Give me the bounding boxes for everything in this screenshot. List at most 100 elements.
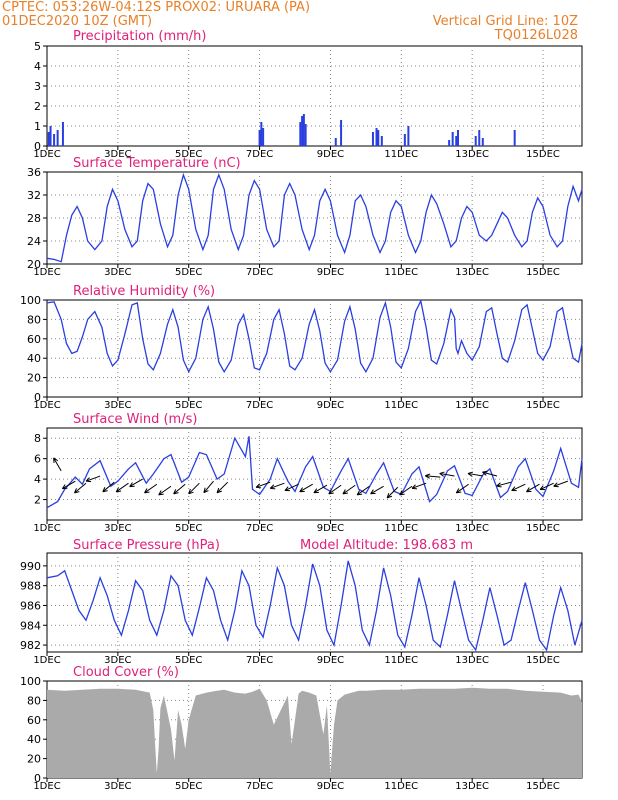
precipitation-xtick-label: 13DEC	[455, 149, 489, 160]
precipitation-ytick-label: 2	[34, 100, 41, 113]
wind-arrow-head	[270, 487, 276, 490]
cloud-xtick-label: 13DEC	[455, 781, 489, 792]
wind-arrow-head	[342, 489, 346, 495]
cloud-ytick-label: 100	[20, 675, 41, 688]
precipitation-bar	[262, 128, 265, 146]
precipitation-bar	[299, 122, 302, 146]
precipitation-bar	[61, 122, 64, 146]
humidity-ytick-label: 60	[27, 333, 41, 346]
wind-arrow-head	[399, 493, 405, 496]
precipitation-bar	[455, 136, 458, 146]
pressure-ytick-label: 988	[20, 580, 41, 593]
precipitation-title: Precipitation (mm/h)	[73, 29, 206, 44]
precipitation-bar	[377, 130, 380, 146]
wind-arrow-head	[216, 490, 222, 494]
wind-ytick-label: 6	[34, 453, 41, 466]
temperature-ytick-label: 24	[27, 235, 41, 248]
wind-arrow	[62, 480, 76, 490]
temperature-xtick-label: 5DEC	[175, 267, 202, 278]
temperature-xtick-label: 3DEC	[104, 267, 131, 278]
precipitation-bar	[47, 132, 50, 146]
pressure-title: Surface Pressure (hPa)	[73, 538, 220, 553]
cloud-xtick-label: 11DEC	[384, 781, 418, 792]
wind-arrow-head	[357, 493, 363, 496]
precipitation-ytick-label: 5	[34, 40, 41, 53]
wind-arrow	[356, 485, 370, 496]
wind-arrow-head	[256, 486, 262, 489]
wind-arrow-head	[511, 486, 516, 491]
wind-arrow	[386, 486, 399, 499]
wind-arrow-head	[455, 488, 460, 494]
precipitation-ytick-label: 4	[34, 60, 41, 73]
precipitation-bar	[474, 136, 477, 146]
wind-arrow-head	[526, 487, 530, 493]
wind-arrow-head	[85, 480, 92, 483]
humidity-title: Relative Humidity (%)	[73, 284, 215, 299]
pressure-line	[46, 560, 583, 652]
header-code: TQ0126L028	[494, 28, 578, 43]
wind-arrow	[53, 457, 62, 472]
wind-arrow	[496, 481, 512, 487]
wind-arrow-head	[173, 489, 177, 495]
precipitation-bar	[375, 128, 378, 146]
pressure-xtick-label: 1DEC	[33, 655, 60, 666]
pressure-ytick-label: 982	[20, 639, 41, 652]
wind-arrow-head	[313, 488, 318, 494]
wind-arrow	[482, 471, 498, 477]
humidity-ytick-label: 100	[20, 294, 41, 307]
wind-arrow-head	[203, 487, 206, 493]
wind-xtick-label: 3DEC	[104, 523, 131, 534]
cloud-area	[47, 687, 582, 778]
wind-arrow-head	[216, 487, 220, 493]
wind-arrow	[173, 483, 186, 495]
humidity-xtick-label: 3DEC	[104, 400, 131, 411]
wind-line	[46, 436, 583, 509]
wind-title: Surface Wind (m/s)	[73, 412, 197, 427]
precipitation-bar	[301, 116, 304, 146]
wind-arrow-head	[328, 492, 334, 495]
wind-xtick-label: 13DEC	[455, 523, 489, 534]
wind-arrow-head	[328, 489, 332, 495]
pressure-ytick-label: 986	[20, 599, 41, 612]
wind-arrow	[553, 480, 568, 487]
cloud-xtick-label: 3DEC	[104, 781, 131, 792]
wind-arrow	[158, 485, 172, 496]
wind-arrow-head	[482, 471, 487, 476]
wind-arrow	[456, 483, 469, 494]
wind-arrow-head	[439, 473, 445, 477]
temperature-line	[46, 172, 583, 263]
wind-arrow	[425, 475, 441, 478]
wind-arrow-head	[102, 490, 108, 493]
precipitation-bar	[448, 140, 451, 146]
wind-arrow-head	[61, 484, 66, 489]
cloud-ytick-label: 40	[27, 733, 41, 746]
wind-arrow-head	[386, 493, 390, 499]
wind-frame	[46, 427, 583, 521]
precipitation-bar	[302, 114, 305, 146]
precipitation-bar	[451, 132, 454, 146]
wind-arrow-head	[116, 490, 122, 493]
cloud-xtick-label: 15DEC	[526, 781, 560, 792]
wind-arrow-head	[399, 490, 403, 496]
wind-arrow-head	[284, 486, 289, 491]
wind-arrow	[342, 484, 356, 495]
wind-xtick-label: 9DEC	[317, 523, 344, 534]
wind-ytick-label: 2	[34, 494, 41, 507]
cloud-xtick-label: 5DEC	[175, 781, 202, 792]
wind-arrow-head	[386, 495, 393, 499]
wind-arrow-head	[129, 482, 133, 487]
temperature-ytick-label: 28	[27, 212, 41, 225]
wind-arrow-head	[255, 483, 260, 488]
wind-arrow	[270, 482, 285, 489]
wind-arrow-head	[439, 471, 445, 474]
wind-arrow	[399, 485, 413, 496]
wind-arrow	[411, 482, 427, 489]
precipitation-bar	[478, 130, 481, 146]
wind-xtick-label: 5DEC	[175, 523, 202, 534]
wind-arrow-head	[370, 489, 374, 495]
humidity-xtick-label: 7DEC	[246, 400, 273, 411]
precipitation-bar	[513, 130, 516, 146]
wind-arrow-head	[188, 488, 191, 494]
precipitation-bar	[407, 126, 410, 146]
wind-arrow-head	[553, 482, 558, 487]
